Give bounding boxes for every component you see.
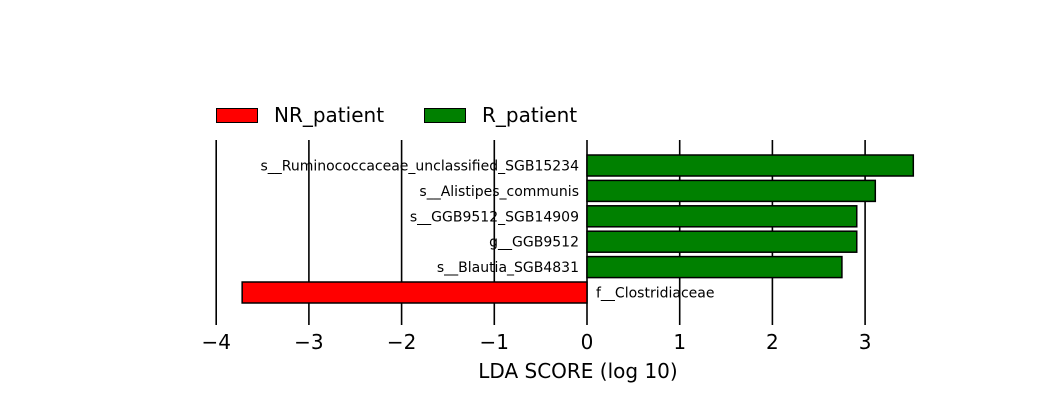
x-tick-label: −4 <box>201 330 230 354</box>
x-tick-label: −2 <box>387 330 416 354</box>
bar-category-label: s__Ruminococcaceae_unclassified_SGB15234 <box>260 159 579 175</box>
bar <box>241 281 588 304</box>
bars <box>241 154 915 304</box>
bar <box>586 179 877 203</box>
bar <box>586 255 843 279</box>
x-tick-label: 1 <box>673 330 686 354</box>
bar-labels: s__Ruminococcaceae_unclassified_SGB15234… <box>260 159 714 302</box>
bar-category-label: s__GGB9512_SGB14909 <box>410 209 579 225</box>
legend: NR_patient R_patient <box>216 103 617 127</box>
x-axis-label: LDA SCORE (log 10) <box>478 359 677 383</box>
legend-swatch-nr <box>216 107 258 123</box>
bar <box>586 205 858 228</box>
bar-category-label: g__GGB9512 <box>489 235 579 251</box>
x-tick-label: 2 <box>766 330 779 354</box>
legend-label-nr: NR_patient <box>274 103 385 127</box>
legend-label-r: R_patient <box>482 103 578 127</box>
legend-swatch-r <box>424 107 467 123</box>
bar <box>586 154 915 177</box>
bar-category-label: s__Blautia_SGB4831 <box>437 260 579 276</box>
x-tick-label: −3 <box>294 330 323 354</box>
legend-item-nr: NR_patient <box>216 103 384 127</box>
legend-item-r: R_patient <box>424 103 577 127</box>
bar-category-label: f__Clostridiaceae <box>596 286 714 302</box>
x-tick-label: 0 <box>581 330 594 354</box>
bar-category-label: s__Alistipes_communis <box>419 184 579 200</box>
x-tick-label: 3 <box>859 330 872 354</box>
x-tick-label: −1 <box>480 330 509 354</box>
x-tick-labels: −4 −3 −2 −1 0 1 2 3 <box>201 330 871 354</box>
bar <box>586 230 858 253</box>
